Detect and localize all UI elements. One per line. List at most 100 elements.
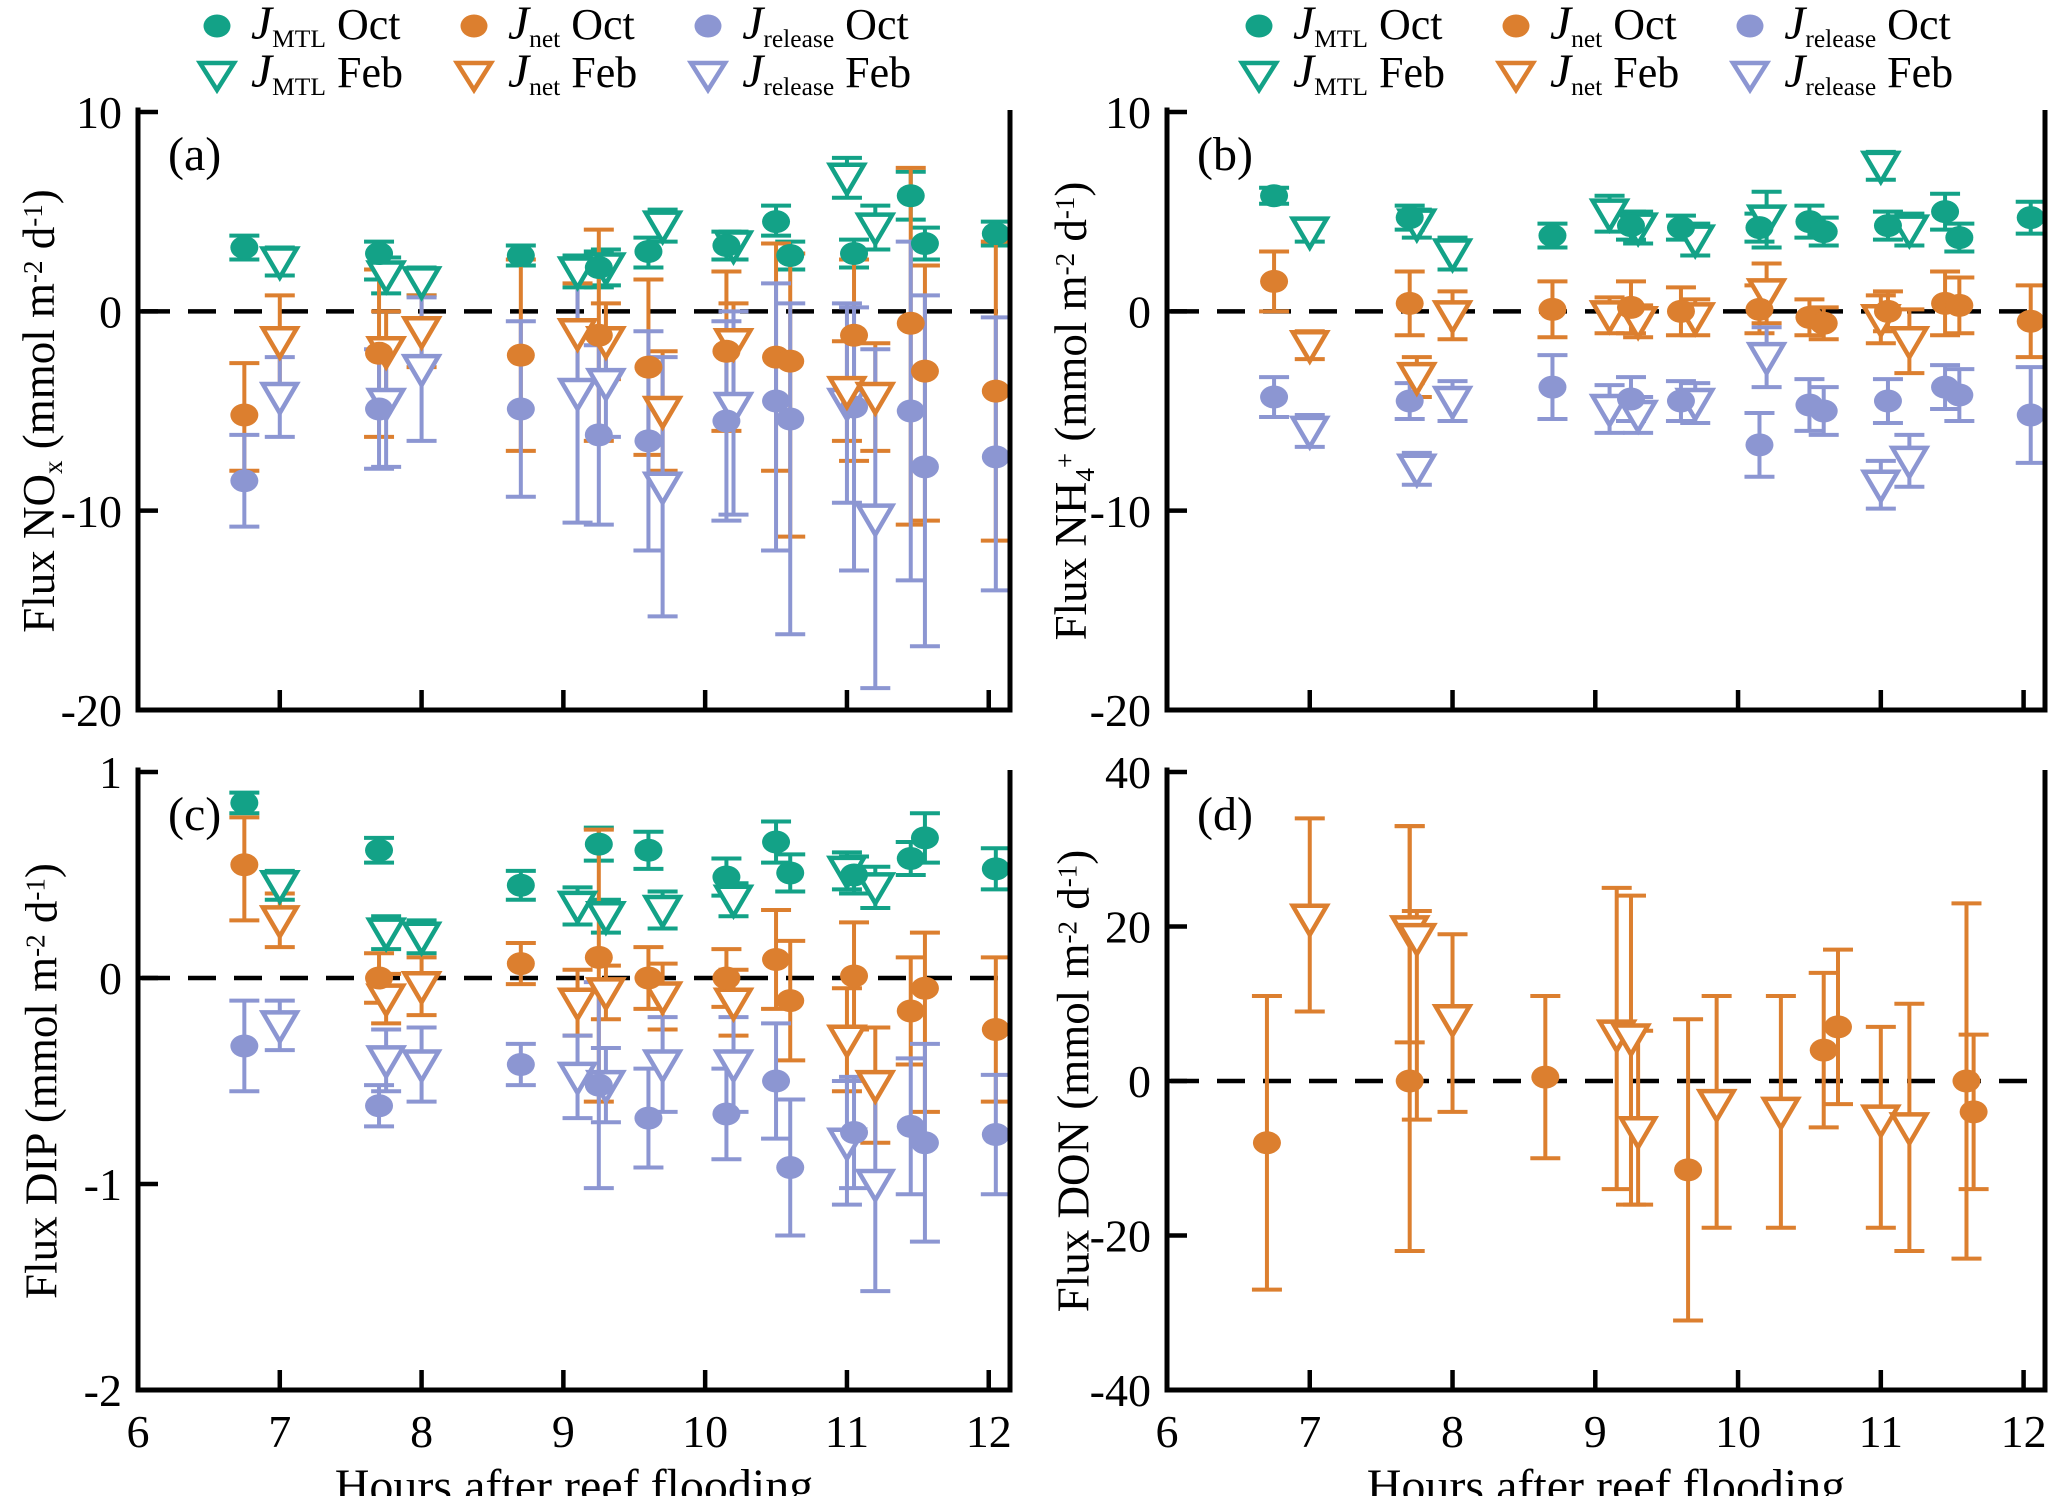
marker-circle	[910, 455, 939, 479]
marker-circle	[1616, 214, 1645, 238]
markers-j-mtl-feb	[258, 855, 897, 958]
panel-letter-c: (c)	[168, 788, 221, 841]
marker-circle	[1395, 206, 1424, 230]
y-tick-label: 0	[1128, 286, 1151, 337]
legend-label: Jrelease Oct	[742, 0, 909, 54]
legend-item-net-feb: Jnet Feb	[1494, 46, 1679, 102]
marker-circle	[712, 865, 741, 889]
x-tick-label: 8	[1441, 1406, 1464, 1457]
legend-label: Jnet Oct	[507, 0, 635, 54]
marker-circle	[365, 397, 394, 421]
markers-j-net-feb	[1288, 903, 1931, 1152]
marker-triangle	[826, 1024, 868, 1061]
marker-triangle	[641, 894, 684, 931]
marker-circle	[1674, 1158, 1703, 1182]
marker-circle	[896, 399, 925, 423]
marker-triangle	[400, 316, 443, 352]
y-axis-label-segment: -2	[18, 260, 49, 283]
markers-j-net-feb	[258, 905, 897, 1106]
legend-label: JMTL Feb	[251, 46, 403, 102]
y-axis-label-segment: Flux NH	[1046, 481, 1097, 641]
y-tick-label: 40	[1105, 748, 1151, 798]
marker-circle	[776, 861, 805, 885]
legend-item-release-feb: Jrelease Feb	[687, 46, 911, 102]
y-axis-label-segment: 4	[1069, 468, 1100, 482]
legend-item-mtl-oct: JMTL Oct	[1238, 0, 1445, 54]
y-tick-label: 1	[99, 748, 122, 798]
legend-label: Jrelease Feb	[1784, 46, 1954, 102]
marker-triangle	[584, 900, 627, 937]
error-bar	[761, 281, 792, 553]
legend-item-release-oct: Jrelease Oct	[1729, 0, 1953, 54]
marker-triangle	[400, 970, 443, 1007]
marker-circle	[584, 1073, 613, 1097]
x-tick-label: 7	[1298, 1406, 1321, 1457]
y-tick-label: -20	[1090, 1211, 1151, 1262]
marker-circle	[1873, 389, 1902, 413]
marker-triangle	[1859, 1104, 1902, 1141]
marker-circle	[1538, 375, 1567, 399]
marker-triangle	[712, 884, 755, 921]
y-axis-label-segment: +	[1050, 452, 1081, 469]
legend-label: Jnet Oct	[1549, 0, 1677, 54]
marker-circle	[1745, 433, 1774, 457]
marker-circle	[1745, 297, 1774, 321]
x-tick-label: 6	[127, 1406, 150, 1457]
marker-circle	[776, 989, 805, 1013]
y-tick-label: 0	[99, 286, 122, 337]
legend-label: JMTL Feb	[1293, 46, 1445, 102]
panel-letter-d: (d)	[1197, 788, 1253, 841]
y-axis-label-segment: -2	[1050, 252, 1081, 276]
y-axis-label-segment: )	[1048, 849, 1099, 865]
marker-circle	[896, 311, 925, 335]
marker-triangle	[258, 905, 301, 941]
marker-circle	[506, 952, 535, 976]
marker-circle	[910, 826, 939, 850]
marker-triangle	[365, 983, 408, 1020]
marker-circle	[910, 1131, 939, 1155]
markers-j-mtl-feb	[258, 162, 897, 302]
markers-j-net-oct	[230, 311, 1010, 427]
markers-j-mtl-oct	[230, 184, 1010, 279]
marker-triangle	[1288, 216, 1331, 253]
x-tick-label: 11	[1859, 1406, 1903, 1457]
marker-triangle	[400, 266, 443, 302]
marker-triangle	[854, 872, 897, 908]
marker-circle	[840, 323, 869, 347]
marker-triangle	[400, 921, 443, 958]
marker-circle	[1873, 214, 1902, 238]
marker-circle	[981, 379, 1010, 403]
marker-circle	[762, 947, 791, 971]
marker-circle	[1666, 299, 1695, 323]
marker-circle	[506, 244, 535, 268]
marker-circle	[896, 999, 925, 1023]
marker-triangle	[641, 981, 684, 1017]
x-axis-label: Hours after reef flooding	[1367, 1460, 1845, 1496]
marker-circle	[1823, 1015, 1852, 1039]
marker-circle	[1952, 1069, 1981, 1093]
legend-circle-icon	[1245, 14, 1273, 38]
marker-circle	[634, 1106, 663, 1130]
marker-triangle	[854, 212, 897, 249]
x-tick-label: 10	[1715, 1406, 1761, 1457]
marker-circle	[506, 343, 535, 367]
marker-circle	[634, 966, 663, 990]
y-axis-label-d: Flux DON (mmol m-2 d-1)	[1048, 849, 1099, 1313]
marker-circle	[712, 966, 741, 990]
marker-triangle	[1431, 238, 1474, 274]
marker-circle	[230, 1034, 259, 1058]
y-axis-label-segment: -1	[20, 878, 51, 901]
marker-circle	[1945, 226, 1974, 250]
marker-circle	[506, 397, 535, 421]
marker-circle	[1666, 389, 1695, 413]
legend-circle-icon	[203, 14, 231, 38]
marker-circle	[896, 1114, 925, 1138]
y-tick-label: -20	[61, 685, 122, 736]
markers-j-release-oct	[1260, 375, 2045, 457]
marker-triangle	[854, 503, 897, 540]
y-axis-label-segment: (mmol m	[1046, 275, 1097, 453]
marker-triangle	[854, 1069, 897, 1106]
panel-d-plot: 40 20 0 -20 -406 7 8 9 10 11 12 Hours after reef fl…	[1090, 748, 2048, 1496]
marker-triangle	[1745, 341, 1788, 378]
